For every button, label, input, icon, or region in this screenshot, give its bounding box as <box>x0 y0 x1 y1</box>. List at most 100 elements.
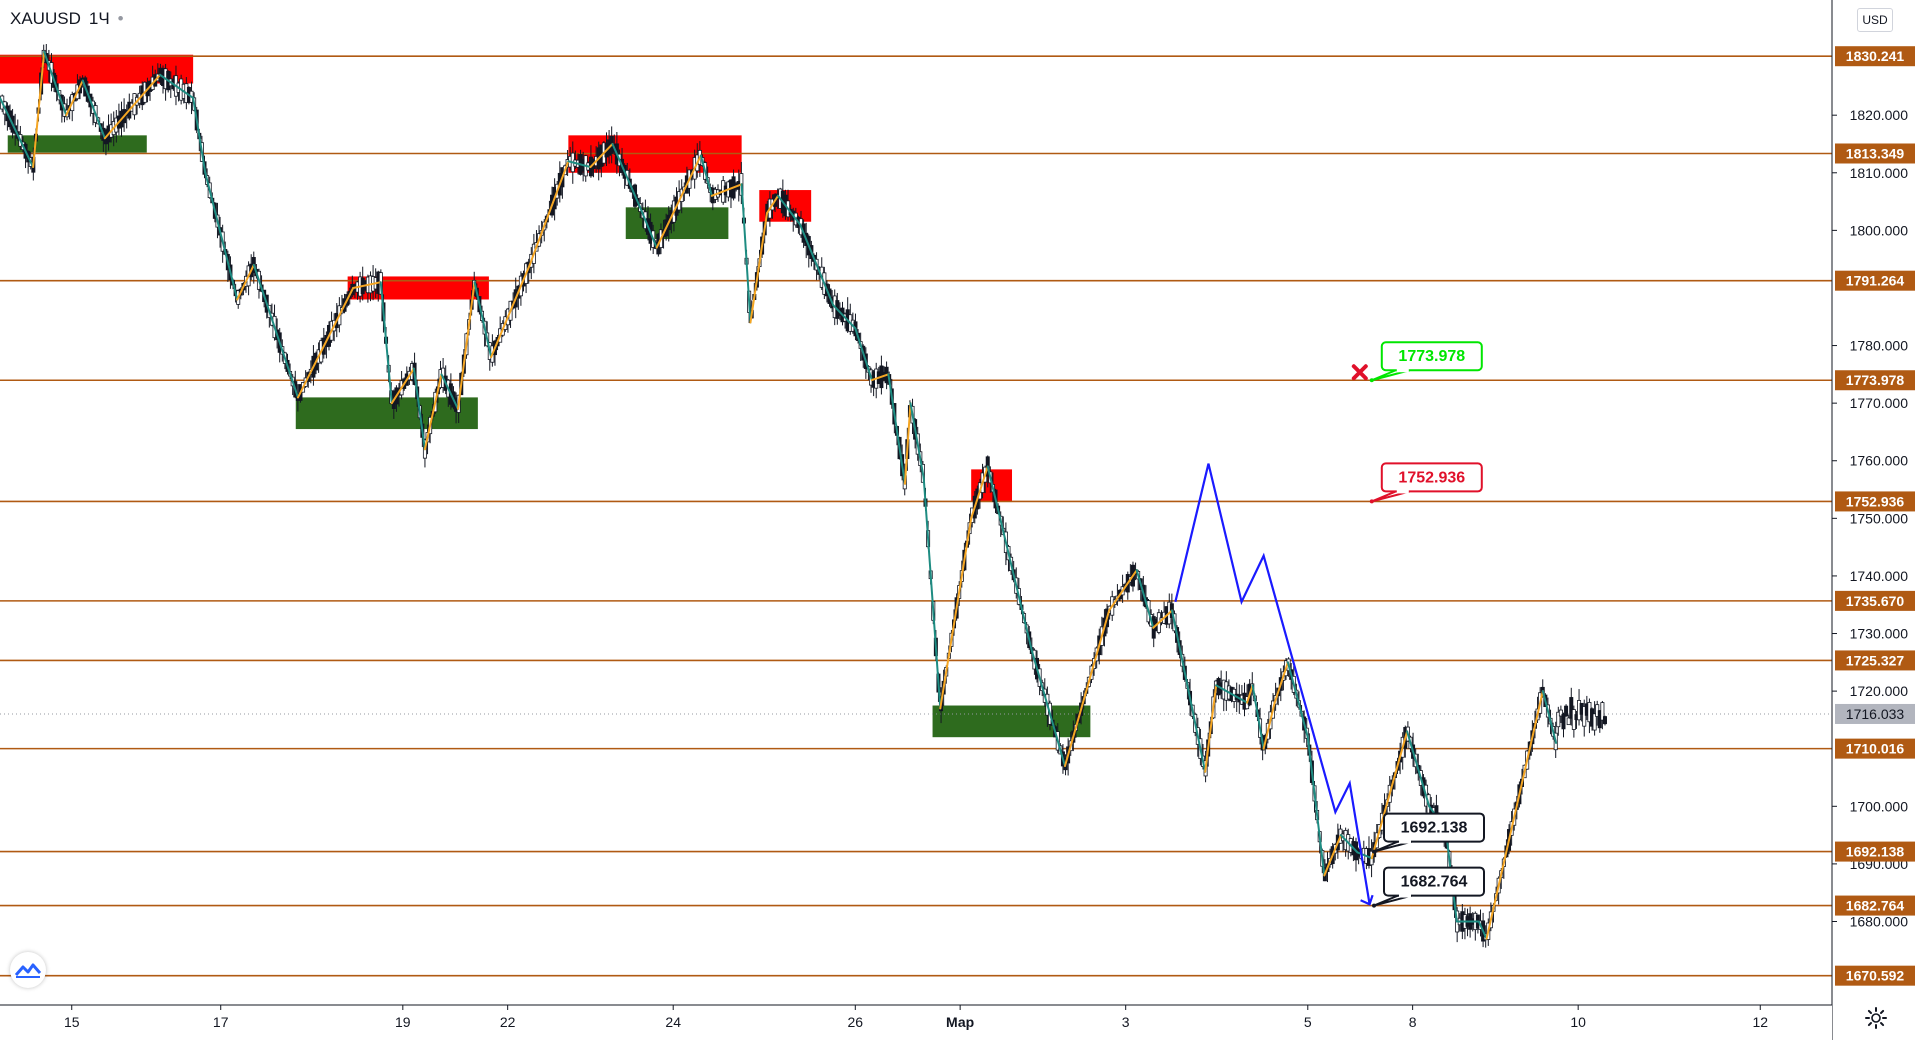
interval-label: 1Ч <box>88 9 110 28</box>
price-tick-label: 1770.000 <box>1850 395 1909 411</box>
wave-up-segment <box>103 73 162 140</box>
time-axis[interactable]: 15 17 19 22 24 26 Мар 3 5 8 10 12 <box>0 1004 1832 1040</box>
wave-down-segment <box>639 206 658 249</box>
callout-label: 1773.978 <box>1398 348 1465 365</box>
wave-down-segment <box>1251 684 1265 750</box>
callout-box <box>1380 462 1483 493</box>
time-tick-label: 19 <box>395 1014 411 1030</box>
wave-up-segment <box>939 517 973 710</box>
callout-joint <box>1399 893 1411 898</box>
level-price-label: 1791.264 <box>1846 273 1905 289</box>
gear-icon[interactable] <box>1864 1006 1888 1030</box>
callouts-layer: 1773.978 1752.936 1692.138 1682.764 <box>1351 341 1485 908</box>
level-price-tag <box>1835 270 1915 291</box>
wave-up-segment <box>710 183 743 197</box>
wave-down-segment <box>777 194 802 226</box>
wave-up-segment <box>1204 684 1218 773</box>
level-price-label: 1710.016 <box>1846 741 1905 757</box>
currency-button[interactable]: USD <box>1857 8 1893 32</box>
candle-body <box>1582 706 1587 727</box>
level-price-tag <box>1835 370 1915 391</box>
wave-up-segment <box>32 50 46 169</box>
price-tick-label: 1700.000 <box>1850 798 1909 814</box>
price-tick-label: 1720.000 <box>1850 683 1909 699</box>
level-price-label: 1773.978 <box>1846 372 1905 388</box>
level-price-label: 1682.764 <box>1846 898 1905 914</box>
wave-up-segment <box>490 263 531 359</box>
level-price-tag <box>1835 895 1915 916</box>
wave-up-segment <box>1262 701 1276 750</box>
wave-up-segment <box>655 154 702 249</box>
callout-label: 1692.138 <box>1401 820 1468 837</box>
wave-up-segment <box>352 281 382 289</box>
time-tick-label: 22 <box>500 1014 516 1030</box>
status-dot: • <box>117 9 124 28</box>
wave-down-segment <box>43 50 68 117</box>
wave-down-segment <box>887 373 906 485</box>
time-tick-label: 24 <box>665 1014 681 1030</box>
candle-body <box>1556 711 1561 728</box>
candles-layer <box>0 44 1607 948</box>
wave-down-segment <box>832 304 857 330</box>
wave-down-segment <box>1339 834 1359 854</box>
wave-down-segment <box>81 79 106 140</box>
wave-down-segment <box>1171 609 1207 773</box>
callout-joint <box>1396 368 1409 373</box>
wave-down-segment <box>1406 730 1431 808</box>
wave-up-segment <box>528 160 570 266</box>
supply-zone <box>347 276 489 300</box>
candle-body <box>1561 713 1566 730</box>
current-price-tag <box>1835 703 1915 724</box>
wave-up-segment <box>457 281 476 410</box>
symbol-header[interactable]: XAUUSD 1Ч • <box>10 9 124 29</box>
price-axis-bg <box>1832 0 1920 1040</box>
wave-up-segment <box>1152 609 1174 629</box>
time-axis-bg <box>0 1005 1832 1040</box>
wave-down-segment <box>192 96 207 174</box>
zones-layer <box>0 54 1091 738</box>
price-tick-label: 1740.000 <box>1850 568 1909 584</box>
wave-down-segment <box>909 402 925 480</box>
callout-anchor <box>1369 378 1374 383</box>
wave-down-segment <box>1135 569 1155 629</box>
time-tick-label: 26 <box>848 1014 864 1030</box>
callout-label: 1682.764 <box>1401 874 1468 891</box>
level-price-label: 1735.670 <box>1846 593 1905 609</box>
wave-down-segment <box>1286 661 1309 739</box>
wave-up-segment <box>236 263 255 301</box>
wave-down-segment <box>986 465 1033 652</box>
tradingview-logo-icon[interactable] <box>10 952 46 988</box>
wave-down-segment <box>1541 690 1558 744</box>
time-tick-label: 3 <box>1122 1014 1130 1030</box>
cross-icon <box>1351 364 1368 381</box>
wave-up-segment <box>65 79 84 117</box>
wave-down-segment <box>440 373 459 410</box>
wave-up-segment <box>1273 661 1289 704</box>
demand-zone <box>295 397 478 430</box>
level-price-label: 1725.327 <box>1846 652 1905 668</box>
callout-box <box>1383 812 1485 843</box>
callout-anchor <box>1372 849 1376 854</box>
wave-down-segment <box>412 367 426 451</box>
waves-layer <box>0 50 1558 940</box>
callout-box <box>1383 866 1485 897</box>
price-axis[interactable]: 1820.000 1810.000 1800.000 1780.000 1770.000… <box>1831 0 1920 1040</box>
price-tick-label: 1680.000 <box>1850 913 1909 929</box>
wave-up-segment <box>870 373 890 382</box>
price-tick-label: 1800.000 <box>1850 222 1909 238</box>
wave-down-segment <box>699 154 713 197</box>
level-price-label: 1830.241 <box>1846 48 1905 64</box>
wave-down-segment <box>1356 851 1373 860</box>
wave-down-segment <box>252 263 299 399</box>
level-price-tag <box>1835 46 1915 67</box>
price-tick-label: 1820.000 <box>1850 107 1909 123</box>
level-price-tag <box>1835 650 1915 671</box>
wave-down-segment <box>0 96 35 169</box>
wave-down-segment <box>1215 684 1249 704</box>
demand-zone <box>7 135 147 153</box>
callout-anchor <box>1369 499 1374 504</box>
wave-up-segment <box>1370 730 1409 860</box>
callout-label: 1752.936 <box>1398 469 1465 486</box>
level-price-tag <box>1835 738 1915 759</box>
